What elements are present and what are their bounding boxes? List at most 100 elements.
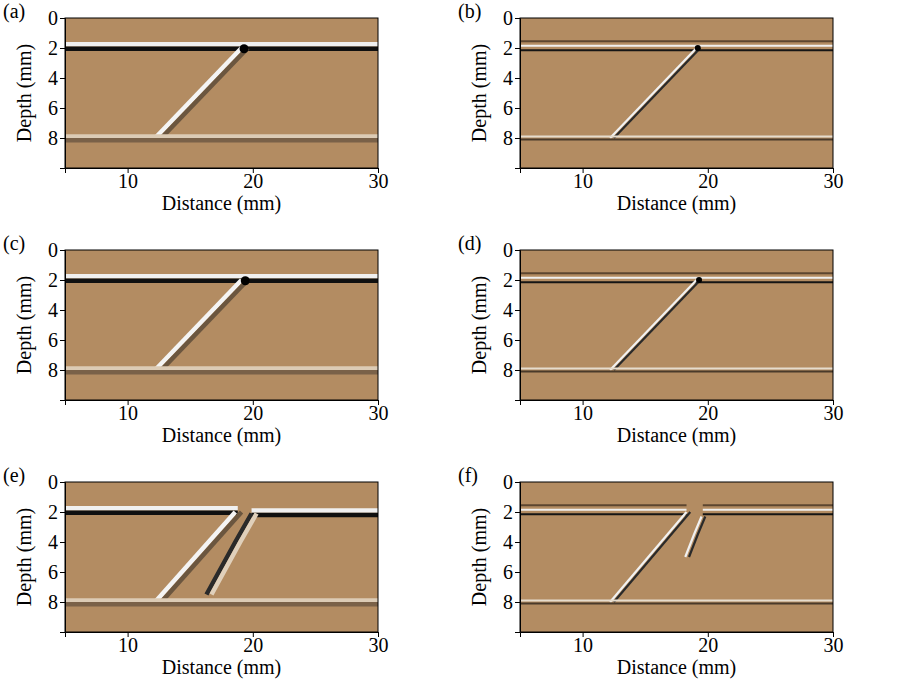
reflector: [161, 48, 247, 138]
reflector: [65, 506, 238, 511]
tick-label: 6: [503, 561, 513, 583]
tick-mark: [60, 340, 65, 341]
point: [241, 276, 250, 285]
reflector: [520, 504, 687, 506]
point: [696, 277, 702, 283]
tick-label: 30: [824, 170, 844, 192]
tick-label: 8: [48, 127, 58, 149]
tick: 0: [48, 239, 65, 261]
reflector: [614, 280, 700, 370]
tick-label: 10: [573, 634, 593, 656]
frame: [520, 18, 833, 168]
x-axis-title: Distance (mm): [162, 192, 281, 215]
axis-line: [60, 19, 66, 169]
tick: 30: [824, 168, 844, 192]
tick: 6: [48, 97, 65, 119]
reflector: [520, 138, 833, 140]
tick-mark: [515, 250, 520, 251]
tick: 6: [48, 561, 65, 583]
reflector: [65, 47, 378, 52]
tick-label: 8: [503, 359, 513, 381]
tick: 4: [503, 67, 520, 89]
tick-label: 6: [48, 561, 58, 583]
tick-label: 10: [573, 402, 593, 424]
tick: 8: [503, 127, 520, 149]
panel-label: (c): [3, 232, 25, 255]
plot-background: [65, 482, 378, 632]
tick: 10: [573, 632, 593, 656]
tick-label: 20: [698, 402, 718, 424]
panel: 10203002468Distance (mm)Depth (mm)(e): [3, 464, 389, 679]
reflector: [520, 599, 833, 601]
reflector: [610, 48, 696, 138]
tick: 10: [573, 400, 593, 424]
plot-area: [520, 18, 833, 168]
panel: 10203002468Distance (mm)Depth (mm)(b): [458, 0, 844, 215]
reflector: [65, 274, 378, 279]
tick-label: 6: [503, 329, 513, 351]
plot-background: [520, 482, 833, 632]
axis-line: [66, 401, 379, 406]
tick-label: 4: [503, 299, 513, 321]
x-axis: 102030: [521, 168, 844, 192]
reflector: [610, 512, 686, 602]
panel-label: (b): [458, 0, 481, 23]
y-axis-title: Depth (mm): [468, 44, 491, 142]
tick: 10: [118, 632, 138, 656]
tick-label: 6: [48, 329, 58, 351]
tick-mark: [60, 48, 65, 49]
reflector: [252, 513, 378, 518]
tick-label: 2: [48, 37, 58, 59]
tick: 6: [48, 329, 65, 351]
reflector: [161, 280, 247, 370]
tick: 0: [503, 239, 520, 261]
reflector: [610, 280, 696, 370]
tick: 30: [369, 632, 389, 656]
tick: 4: [48, 531, 65, 553]
tick-mark: [60, 512, 65, 513]
tick-mark: [515, 108, 520, 109]
panel-label: (a): [3, 0, 25, 23]
reflector: [703, 509, 833, 511]
plot-area: [65, 18, 378, 168]
tick: 8: [503, 591, 520, 613]
panel-label: (d): [458, 232, 481, 255]
tick-label: 6: [503, 97, 513, 119]
tick: 8: [48, 359, 65, 381]
tick-mark: [60, 18, 65, 19]
tick-mark: [60, 138, 65, 139]
tick-mark: [60, 78, 65, 79]
axis-line: [66, 633, 379, 638]
tick-mark: [515, 18, 520, 19]
reflector: [65, 42, 378, 47]
tick-label: 10: [118, 402, 138, 424]
tick: 2: [503, 269, 520, 291]
tick-label: 20: [243, 634, 263, 656]
frame: [520, 482, 833, 632]
y-axis: 0 2 4 6 8: [503, 239, 521, 401]
tick-label: 20: [698, 170, 718, 192]
tick-mark: [515, 572, 520, 573]
panel: 10203002468Distance (mm)Depth (mm)(f): [458, 464, 844, 679]
tick: 6: [503, 561, 520, 583]
reflector: [65, 602, 378, 607]
y-axis-title: Depth (mm): [13, 44, 36, 142]
tick-label: 8: [503, 127, 513, 149]
tick-label: 30: [824, 634, 844, 656]
reflector: [703, 513, 833, 515]
reflector: [155, 512, 235, 602]
tick-mark: [60, 310, 65, 311]
axis-line: [515, 251, 521, 401]
x-axis-title: Distance (mm): [617, 192, 736, 215]
figure: 10203002468Distance (mm)Depth (mm)(a)102…: [0, 0, 909, 694]
axis-line: [521, 401, 834, 406]
reflector: [520, 272, 833, 274]
axis-line: [60, 251, 66, 401]
tick: 2: [48, 269, 65, 291]
frame: [65, 250, 378, 400]
tick: 8: [503, 359, 520, 381]
tick-label: 4: [503, 531, 513, 553]
tick-label: 4: [48, 299, 58, 321]
tick: 30: [369, 400, 389, 424]
tick-label: 30: [824, 402, 844, 424]
